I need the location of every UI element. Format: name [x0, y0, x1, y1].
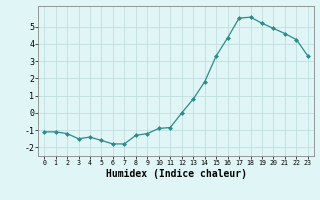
X-axis label: Humidex (Indice chaleur): Humidex (Indice chaleur) [106, 169, 246, 179]
